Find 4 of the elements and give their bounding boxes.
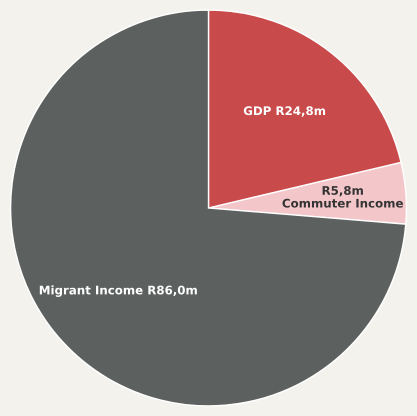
data-label: R5,8m xyxy=(322,186,363,196)
slice-label: Commuter Income xyxy=(282,198,403,208)
slice-label: Migrant Income R86,0m xyxy=(40,285,197,297)
slice-label: GDP R24,8m xyxy=(244,106,326,117)
